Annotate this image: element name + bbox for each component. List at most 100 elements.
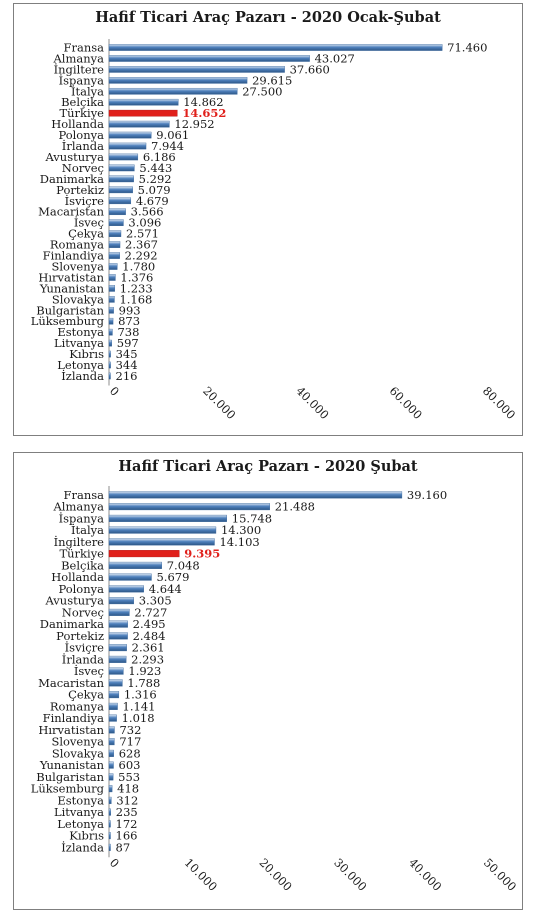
bar-fransa (108, 44, 443, 51)
bar-polonya (108, 585, 144, 593)
category-label-almanya: Almanya (52, 500, 104, 514)
bar-slovenya (108, 263, 118, 270)
category-label-bulgaristan: Bulgaristan (36, 770, 104, 784)
value-label-norvec: 5.443 (139, 161, 172, 175)
chart-title: Hafif Ticari Araç Pazarı - 2020 Ocak-Şub… (95, 9, 441, 26)
value-label-i-svec: 1.923 (128, 664, 161, 678)
value-label-i-spanya: 29.615 (252, 73, 292, 87)
bar-i-ngiltere (108, 538, 215, 546)
value-label-yunanistan: 603 (119, 758, 141, 772)
value-label-hollanda: 5.679 (156, 570, 189, 584)
bar-norvec (108, 608, 130, 616)
category-label-yunanistan: Yunanistan (39, 281, 105, 295)
category-label-polonya: Polonya (58, 128, 104, 142)
category-label-polonya: Polonya (58, 582, 104, 596)
category-label-fransa: Fransa (64, 40, 105, 54)
value-label-i-rlanda: 7.944 (151, 139, 184, 153)
value-label-kibris: 166 (116, 829, 138, 843)
x-tick-label: 80.000 (480, 384, 518, 422)
category-label-hollanda: Hollanda (51, 117, 104, 131)
bar-bulgaristan (108, 773, 114, 781)
bar-slovenya (108, 738, 115, 746)
bar-portekiz (108, 632, 128, 640)
value-label-hirvatistan: 732 (119, 723, 141, 737)
value-label-bulgaristan: 993 (119, 303, 141, 317)
x-tick-label: 0 (107, 855, 122, 870)
category-label-i-svec: İsveç (74, 664, 104, 678)
category-label-belcika: Belçika (61, 95, 104, 109)
category-label-estonya: Estonya (57, 793, 104, 807)
value-label-cekya: 2.571 (126, 227, 159, 241)
value-label-kibris: 345 (116, 347, 138, 361)
x-tick-label: 30.000 (331, 855, 369, 893)
value-label-slovenya: 1.780 (122, 259, 155, 273)
bar-estonya (108, 328, 113, 336)
bar-letonya (108, 361, 111, 369)
bar-polonya (108, 131, 152, 139)
bar-danimarka (108, 175, 134, 183)
bar-estonya (108, 796, 112, 804)
value-label-macaristan: 3.566 (131, 205, 164, 219)
value-label-i-svicre: 4.679 (136, 194, 169, 208)
bar-danimarka (108, 620, 128, 628)
bar-macaristan (108, 679, 123, 687)
category-label-i-rlanda: İrlanda (62, 652, 104, 666)
bar-i-rlanda (108, 142, 147, 150)
bar-luksemburg (108, 785, 113, 793)
value-label-bulgaristan: 553 (118, 770, 140, 784)
category-label-macaristan: Macaristan (38, 676, 104, 690)
value-label-turkiye: 9.395 (184, 547, 220, 561)
category-label-romanya: Romanya (50, 238, 104, 252)
category-label-i-svicre: İsviçre (65, 194, 105, 208)
chart-panel-ocak-subat: Hafif Ticari Araç Pazarı - 2020 Ocak-Şub… (13, 3, 523, 436)
category-label-slovenya: Slovenya (51, 259, 104, 273)
x-tick-label: 40.000 (406, 855, 444, 893)
x-tick-label: 40.000 (293, 384, 331, 422)
value-label-danimarka: 2.495 (133, 617, 166, 631)
bar-i-talya (108, 87, 238, 95)
value-label-polonya: 9.061 (156, 128, 189, 142)
value-label-litvanya: 235 (116, 805, 138, 819)
value-label-fransa: 39.160 (407, 488, 447, 502)
category-label-litvanya: Litvanya (54, 805, 104, 819)
bar-letonya (108, 820, 111, 828)
x-tick-label: 0 (107, 384, 122, 399)
value-label-litvanya: 597 (117, 336, 139, 350)
category-label-avusturya: Avusturya (44, 594, 104, 608)
category-label-bulgaristan: Bulgaristan (36, 303, 104, 317)
value-label-turkiye: 14.652 (182, 106, 226, 120)
value-label-i-spanya: 15.748 (232, 511, 272, 525)
category-label-macaristan: Macaristan (38, 205, 104, 219)
value-label-i-rlanda: 2.293 (131, 652, 164, 666)
category-label-litvanya: Litvanya (54, 336, 104, 350)
bar-i-ngiltere (108, 66, 285, 73)
category-label-letonya: Letonya (57, 358, 104, 372)
category-label-i-talya: İtalya (71, 84, 104, 98)
chart-panel-subat: Hafif Ticari Araç Pazarı - 2020 Şubat Fr… (13, 452, 523, 910)
category-label-danimarka: Danimarka (40, 172, 104, 186)
bar-hirvatistan (108, 274, 116, 281)
bar-portekiz (108, 186, 133, 194)
value-label-almanya: 21.488 (275, 500, 315, 514)
bar-turkiye (108, 550, 180, 558)
bar-avusturya (108, 153, 139, 161)
category-label-hollanda: Hollanda (51, 570, 104, 584)
bar-luksemburg (108, 317, 114, 325)
value-label-letonya: 344 (116, 358, 138, 372)
category-label-portekiz: Portekiz (56, 183, 104, 197)
bar-i-rlanda (108, 655, 127, 663)
bar-chart-subat: Fransa 39.160 Almanya 21.488 İspanya 15.748 İt… (31, 486, 519, 894)
value-label-polonya: 4.644 (149, 582, 182, 596)
bar-avusturya (108, 597, 134, 605)
category-label-almanya: Almanya (52, 51, 104, 65)
bar-i-zlanda (108, 843, 111, 851)
bar-cekya (108, 230, 122, 237)
bar-kibris (108, 350, 111, 358)
value-label-norvec: 2.727 (134, 605, 167, 619)
bar-almanya (108, 503, 270, 511)
bar-litvanya (108, 808, 111, 816)
bar-i-zlanda (108, 372, 111, 380)
value-label-finlandiya: 2.292 (125, 249, 158, 263)
value-label-slovakya: 628 (119, 746, 141, 760)
category-label-romanya: Romanya (50, 699, 104, 713)
